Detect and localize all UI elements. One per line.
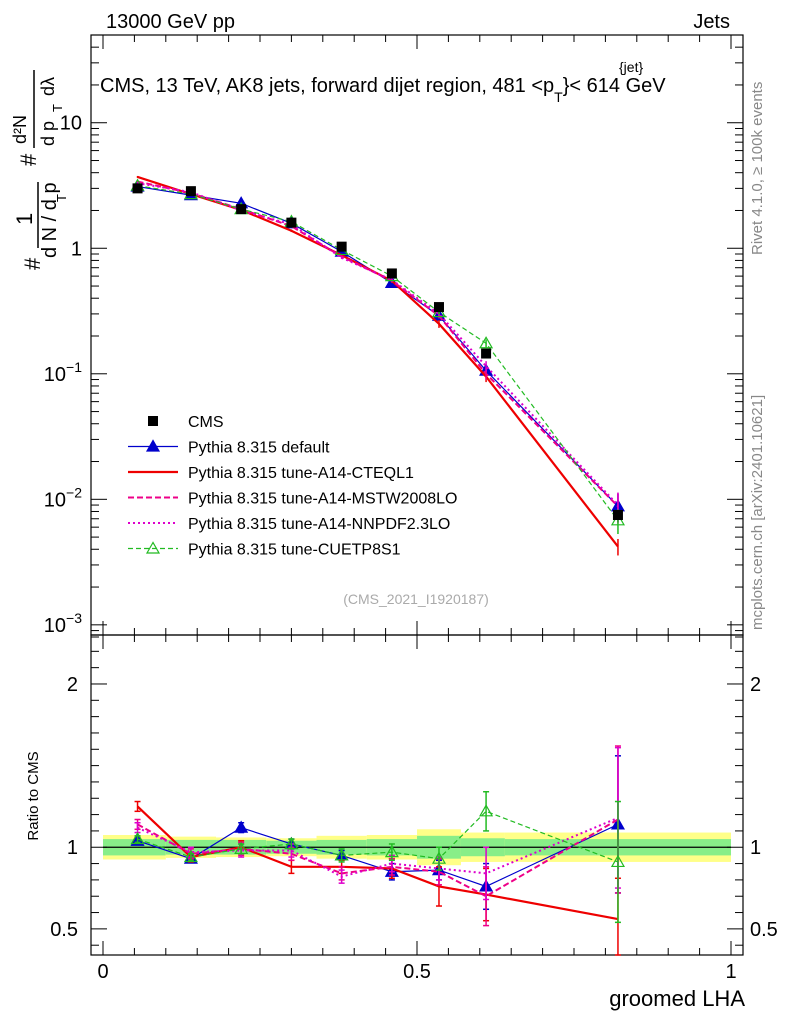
ratio-marker — [610, 854, 625, 868]
legend-label-data: CMS — [188, 414, 224, 431]
data-point — [336, 241, 347, 252]
ylabel-hash: # — [20, 257, 45, 270]
analysis-ref: (CMS_2021_I1920187) — [343, 591, 489, 607]
y-tick-label: 1 — [71, 238, 82, 260]
data-point — [236, 204, 247, 215]
series-line-3 — [137, 182, 619, 506]
legend-label-3: Pythia 8.315 tune-A14-NNPDF2.3LO — [188, 516, 450, 533]
ratio-series — [130, 745, 625, 956]
ylabel-t: T — [54, 194, 69, 202]
series-line-4 — [137, 185, 619, 521]
ratio-marker — [234, 841, 249, 854]
ratio-marker — [284, 836, 299, 850]
data-point — [185, 186, 196, 197]
ylabel-d2n: d²N — [10, 115, 30, 144]
title-sub: T — [554, 89, 563, 105]
side-label-bottom: mcplots.cern.ch [arXiv:2401.10621] — [749, 395, 766, 630]
ratio-marker — [234, 820, 249, 833]
legend: CMS Pythia 8.315 default Pythia 8.315 tune… — [128, 414, 457, 559]
data-point — [386, 268, 397, 279]
x-axis-label: groomed LHA — [609, 986, 745, 1011]
ylabel-t-2: T — [50, 104, 65, 112]
series-line-0 — [137, 185, 619, 507]
data-point — [481, 348, 492, 359]
ratio-tick-label-right: 0.5 — [750, 919, 778, 941]
ratio-frame — [90, 634, 744, 956]
ylabel-dpt: d p — [38, 121, 58, 146]
ratio-tick-label: 1 — [67, 837, 78, 859]
legend-label-1: Pythia 8.315 tune-A14-CTEQL1 — [188, 465, 414, 482]
ratio-line-1 — [136, 805, 619, 921]
ylabel-one: 1 — [12, 213, 37, 225]
axes: 0 0.5 1 10−3 10−2 10−1 1 10 0.5 0.5 1 1 2 2 — [44, 34, 778, 983]
legend-marker-data — [148, 416, 158, 426]
ratio-tick-label-right: 1 — [750, 837, 761, 859]
header-right: Jets — [693, 11, 730, 33]
ratio-y-label: Ratio to CMS — [25, 751, 42, 840]
ratio-bands — [103, 829, 731, 866]
ylabel-hash-2: # — [16, 153, 41, 166]
series-line-2 — [137, 180, 619, 507]
header-left: 13000 GeV pp — [106, 11, 235, 33]
x-tick-label: 1 — [725, 961, 736, 983]
legend-label-4: Pythia 8.315 tune-CUETP8S1 — [188, 542, 401, 559]
ratio-marker — [479, 804, 494, 817]
series-marker — [479, 336, 494, 349]
y-tick-label: 10−1 — [44, 359, 82, 386]
ratio-marker — [334, 848, 349, 861]
legend-marker-0 — [145, 439, 161, 452]
y-tick-label: 10−3 — [44, 610, 82, 637]
x-tick-label: 0.5 — [403, 961, 431, 983]
ratio-tick-label-right: 2 — [750, 674, 761, 696]
title-main: CMS, 13 TeV, AK8 jets, forward dijet reg… — [100, 75, 554, 97]
ylabel-dl: dλ — [38, 77, 58, 96]
ylabel-dn: d N / d p — [39, 182, 61, 258]
legend-label-0: Pythia 8.315 default — [188, 440, 330, 457]
ratio-tick-label: 2 — [67, 674, 78, 696]
ratio-marker — [183, 849, 198, 863]
legend-label-2: Pythia 8.315 tune-A14-MSTW2008LO — [188, 491, 457, 508]
data-point — [612, 509, 623, 520]
y-tick-label: 10−2 — [44, 484, 82, 511]
data-point — [132, 183, 143, 194]
title-sup: {jet} — [619, 59, 643, 75]
chart-title: CMS, 13 TeV, AK8 jets, forward dijet reg… — [100, 75, 666, 105]
main-series — [130, 175, 625, 556]
ratio-marker — [384, 844, 399, 858]
y-axis-label: # 1 d N / d p T # d²N d p T dλ — [10, 70, 69, 270]
ratio-tick-label: 0.5 — [50, 919, 78, 941]
ratio-marker — [130, 831, 145, 845]
y-tick-label: 10 — [60, 113, 82, 135]
data-point — [286, 217, 297, 228]
legend-marker-4 — [145, 541, 161, 554]
title-end: }< 614 GeV — [563, 75, 667, 97]
x-tick-label: 0 — [97, 961, 108, 983]
data-point — [433, 302, 444, 313]
ratio-marker — [431, 851, 447, 864]
side-label-top: Rivet 4.1.0, ≥ 100k events — [749, 82, 766, 255]
